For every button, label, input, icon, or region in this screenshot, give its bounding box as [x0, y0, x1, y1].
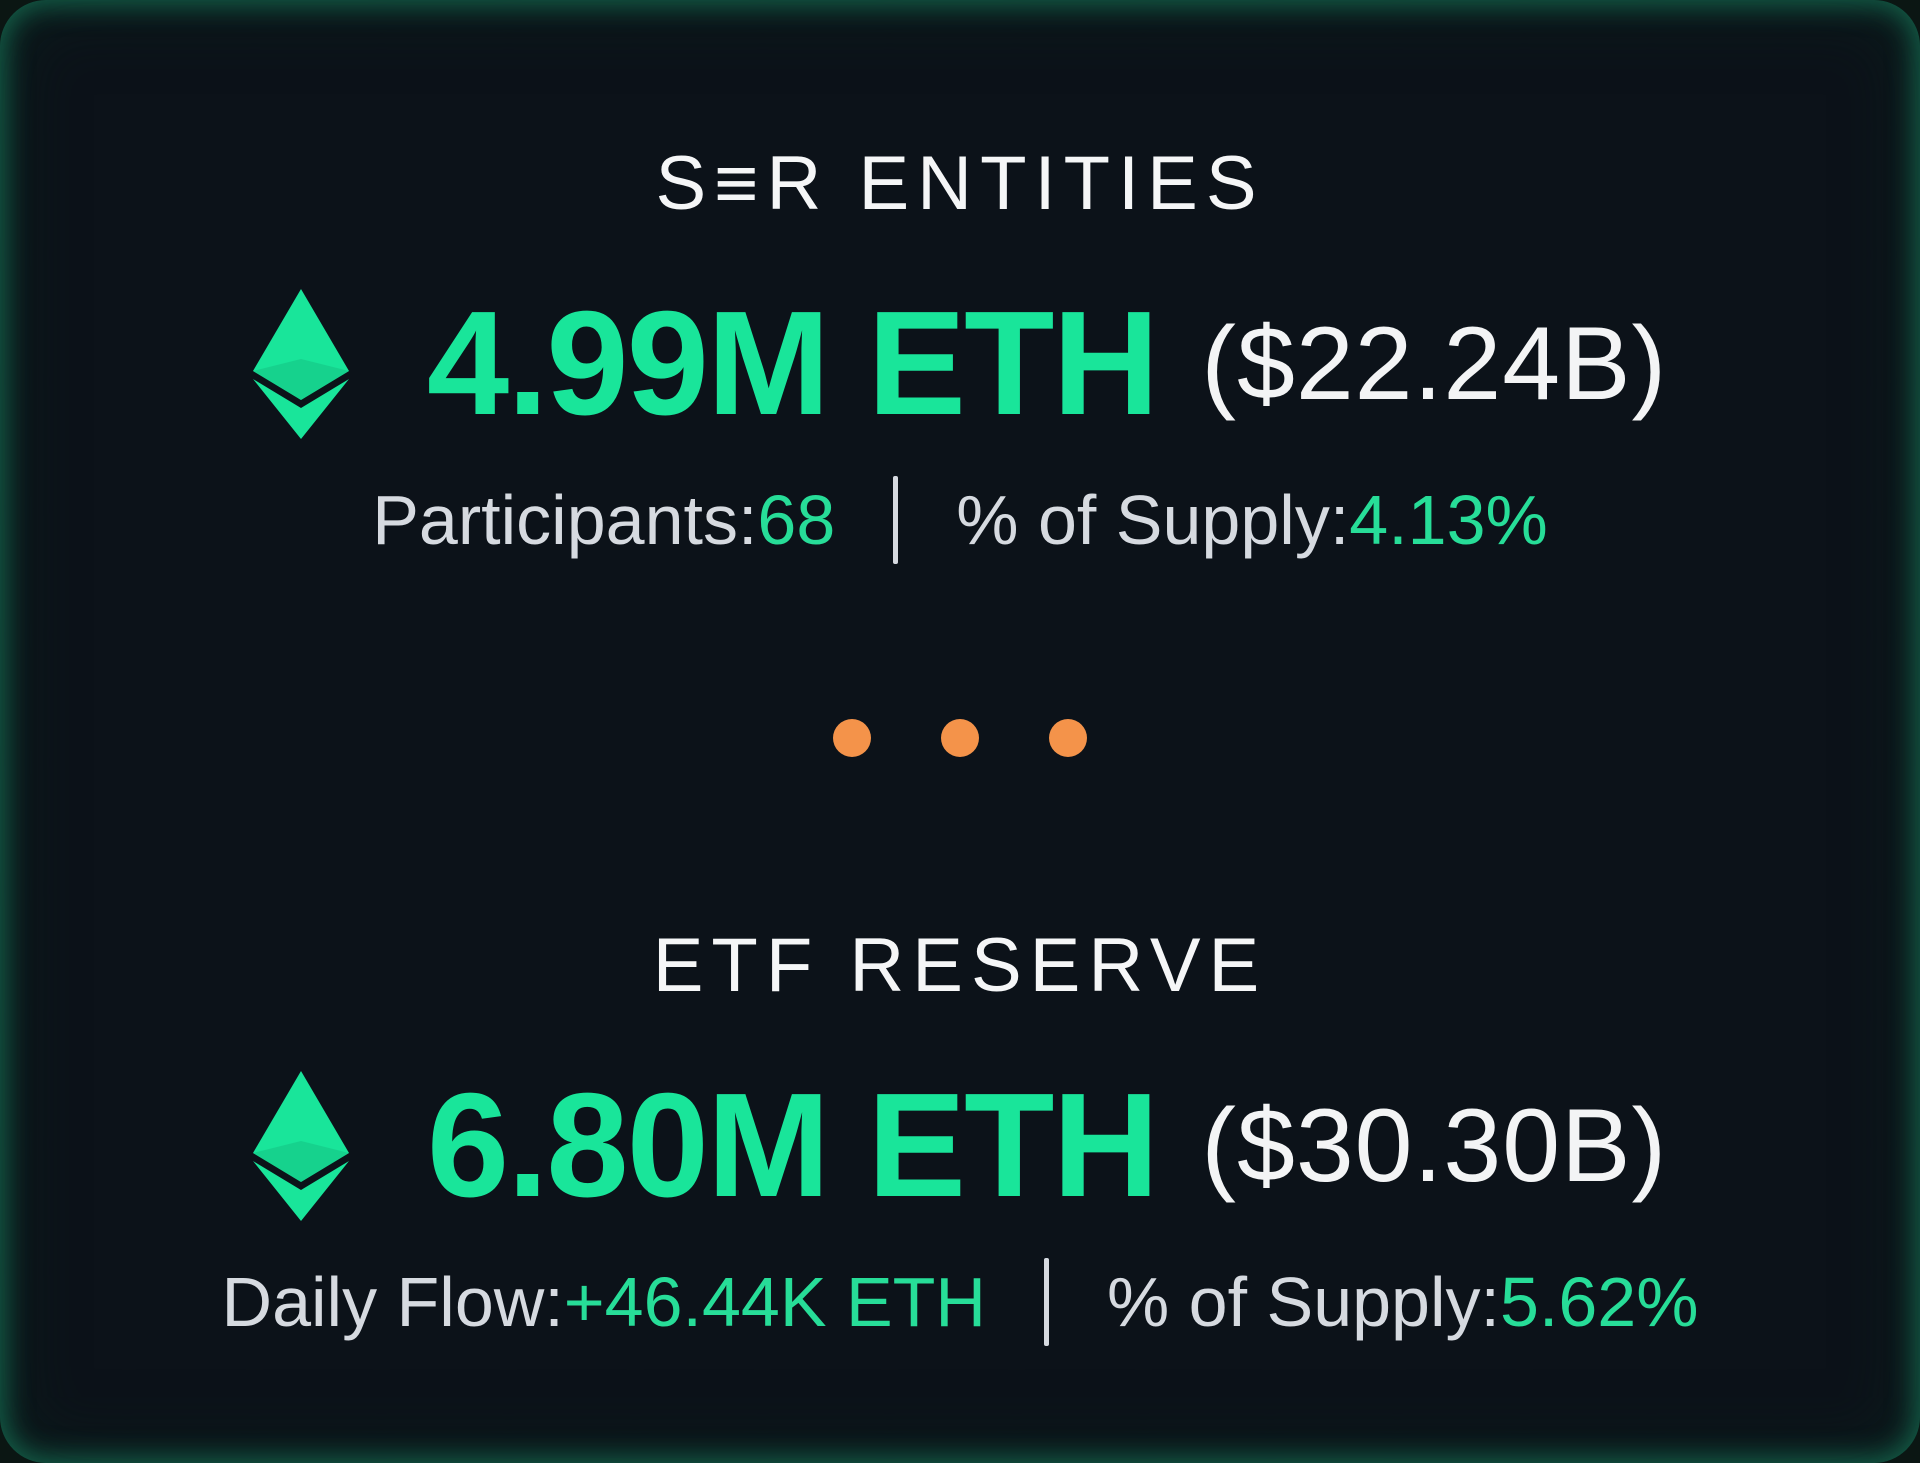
- ser-entities-stats: Participants: 68 % of Supply: 4.13%: [0, 470, 1920, 570]
- stat-divider: [893, 476, 899, 564]
- ellipsis-separator: [0, 718, 1920, 758]
- etf-reserve-title: ETF RESERVE: [652, 923, 1268, 1008]
- ser-entities-title: S≡R ENTITIES: [655, 141, 1265, 226]
- supply-percent-label: % of Supply:: [1106, 1263, 1500, 1341]
- etf-reserve-stats: Daily Flow: +46.44K ETH % of Supply: 5.6…: [0, 1252, 1920, 1352]
- supply-percent-label: % of Supply:: [956, 481, 1350, 559]
- participants-label: Participants:: [372, 481, 758, 559]
- etf-reserve-usd-value: ($30.30B): [1201, 1087, 1668, 1204]
- daily-flow-label: Daily Flow:: [221, 1263, 564, 1341]
- supply-percent-value: 4.13%: [1349, 481, 1548, 559]
- etf-reserve-eth-amount: 6.80M ETH: [426, 1063, 1159, 1228]
- ethereum-icon: [252, 289, 349, 439]
- daily-flow-value: +46.44K ETH: [563, 1263, 986, 1341]
- participants-value: 68: [757, 481, 836, 559]
- ser-entities-eth-amount: 4.99M ETH: [426, 281, 1159, 446]
- etf-reserve-amount-row: 6.80M ETH ($30.30B): [0, 1063, 1920, 1228]
- dot-icon: [1049, 719, 1087, 757]
- stat-divider: [1043, 1258, 1049, 1346]
- ser-entities-amount-row: 4.99M ETH ($22.24B): [0, 281, 1920, 446]
- dot-icon: [941, 719, 979, 757]
- dot-icon: [833, 719, 871, 757]
- ser-entities-usd-value: ($22.24B): [1201, 305, 1668, 422]
- supply-percent-value: 5.62%: [1499, 1263, 1699, 1341]
- ethereum-icon: [252, 1071, 349, 1221]
